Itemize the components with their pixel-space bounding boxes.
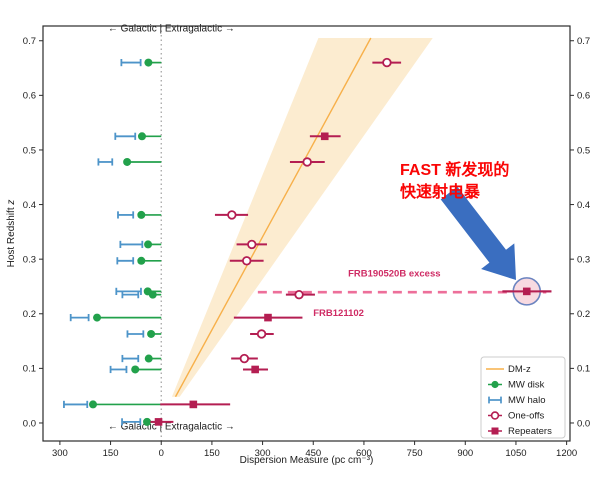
- repeater-point: [189, 400, 198, 409]
- mw-disk-point: [148, 290, 157, 299]
- x-tick-label: 300: [52, 448, 68, 459]
- x-axis-title: Dispersion Measure (pc cm⁻³): [240, 455, 374, 466]
- fast-annotation-line2: 快速射电暴: [400, 184, 481, 201]
- y-tick-label-right: 0.0: [577, 418, 590, 429]
- legend-box: [480, 356, 566, 439]
- fast-annotation-line1: FAST 新发现的: [400, 162, 510, 179]
- y-tick-label-right: 0.1: [577, 364, 590, 375]
- y-axis-title: Host Redshift z: [6, 200, 17, 268]
- mw-disk-point: [137, 210, 146, 219]
- frb-row: [69, 313, 303, 322]
- dm-z-relation-line: [174, 37, 372, 398]
- mw-disk-point: [144, 58, 153, 67]
- legend-repeater-icon: [491, 427, 499, 435]
- mw-disk-point: [143, 417, 152, 426]
- frb-row: [115, 277, 552, 306]
- y-tick-label-right: 0.3: [577, 254, 590, 265]
- frb-row: [121, 353, 258, 364]
- x-tick-label: 750: [407, 448, 423, 459]
- blue-arrow-icon: [440, 186, 516, 280]
- one-off-point: [294, 289, 304, 300]
- mw-disk-point: [137, 256, 146, 265]
- frb-row: [120, 57, 402, 68]
- mw-disk-point: [137, 132, 146, 141]
- legend-label: Repeaters: [508, 426, 552, 437]
- x-tick-label: 150: [103, 448, 119, 459]
- one-off-point: [302, 157, 312, 167]
- legend-label: DM-z: [508, 364, 531, 375]
- legend-disk-dot-icon: [491, 380, 499, 389]
- frb-row: [126, 329, 274, 339]
- one-off-point: [242, 256, 252, 266]
- y-tick-label-left: 0.5: [23, 145, 36, 156]
- y-tick-label-left: 0.6: [23, 91, 36, 102]
- frb-row: [114, 132, 341, 141]
- x-tick-label: 0: [159, 448, 164, 459]
- y-tick-label-left: 0.2: [23, 309, 36, 320]
- repeater-point: [154, 418, 163, 426]
- fast-discovery-annotation: FAST 新发现的 快速射电暴: [400, 160, 509, 204]
- mw-disk-point: [147, 329, 156, 338]
- mw-disk-point: [93, 313, 102, 322]
- legend-label: MW disk: [508, 380, 545, 391]
- legend-oneoff-icon: [490, 411, 500, 420]
- mw-disk-point: [144, 240, 153, 249]
- y-tick-label-right: 0.4: [577, 200, 590, 211]
- frb-row: [109, 365, 268, 374]
- mw-disk-point: [88, 400, 97, 409]
- y-tick-label-left: 0.7: [23, 36, 36, 47]
- y-tick-label-left: 0.0: [23, 418, 36, 429]
- frb-row: [121, 289, 315, 300]
- y-tick-label-left: 0.4: [23, 200, 36, 211]
- legend-label: One-offs: [508, 411, 545, 422]
- repeater-point: [251, 365, 259, 374]
- x-tick-label: 300: [255, 448, 271, 459]
- dm-z-uncertainty-band: [171, 38, 433, 397]
- repeater-point: [522, 287, 531, 296]
- repeater-point: [320, 132, 329, 141]
- repeater-point: [264, 313, 272, 322]
- y-tick-label-right: 0.2: [577, 309, 590, 320]
- x-tick-label: 450: [305, 448, 321, 459]
- frb121102-label: FRB121102: [313, 308, 364, 319]
- one-off-point: [227, 210, 237, 220]
- frb190520b-excess-label: FRB190520B excess: [348, 269, 440, 280]
- y-tick-label-right: 0.5: [577, 145, 590, 156]
- x-tick-label: 150: [204, 448, 220, 459]
- legend: DM-z MW disk MW halo One-offs Repeaters: [480, 356, 566, 439]
- mw-disk-point: [123, 157, 132, 166]
- frb-row: [121, 417, 174, 426]
- legend-label: MW halo: [508, 395, 545, 406]
- frb-row: [119, 239, 267, 250]
- y-tick-label-right: 0.6: [577, 91, 590, 102]
- plot-border: [42, 25, 571, 442]
- x-tick-label: 600: [356, 448, 372, 459]
- one-off-point: [382, 57, 392, 68]
- x-tick-label: 1200: [556, 448, 577, 459]
- x-tick-label: 900: [457, 448, 473, 459]
- frb-row: [63, 400, 231, 409]
- y-tick-label-right: 0.7: [577, 36, 590, 47]
- frb-row: [97, 157, 325, 167]
- x-tick-label: 1050: [505, 448, 526, 459]
- one-off-point: [247, 239, 257, 250]
- mw-disk-point: [131, 365, 140, 374]
- region-annotation-bottom: ← Galactic | Extragalactic →: [108, 422, 235, 433]
- region-annotation-top: ← Galactic | Extragalactic →: [108, 23, 235, 34]
- frb-row: [117, 210, 249, 220]
- one-off-point: [256, 329, 267, 339]
- frb-row: [116, 256, 264, 266]
- mw-disk-point: [144, 354, 153, 363]
- y-tick-label-left: 0.3: [23, 254, 36, 265]
- y-tick-label-left: 0.1: [23, 364, 36, 375]
- one-off-point: [239, 353, 250, 364]
